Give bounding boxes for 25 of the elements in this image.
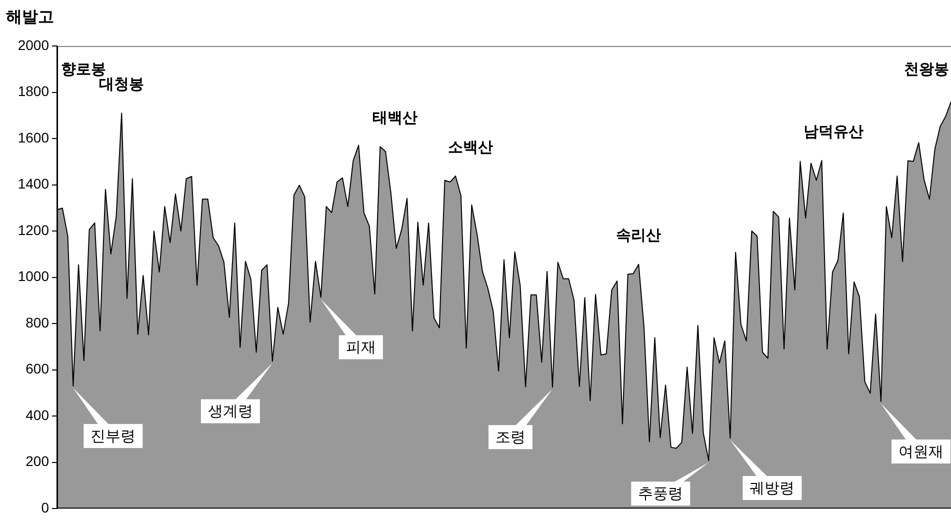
annotation: 피재	[346, 338, 376, 356]
annotation: 태백산	[372, 108, 418, 127]
y-tick-label: 600	[26, 360, 50, 377]
annotation: 남덕유산	[804, 122, 864, 140]
y-tick-label: 800	[26, 314, 50, 330]
y-tick-label: 1800	[18, 83, 50, 100]
annotation: 추풍령	[638, 484, 684, 502]
annotation: 속리산	[616, 226, 662, 244]
annotation: 여원재	[898, 442, 944, 460]
y-axis-title: 해발고	[6, 7, 54, 26]
annotation: 향로봉	[61, 60, 106, 78]
y-tick-label: 0	[41, 499, 50, 516]
y-tick-label: 1600	[18, 129, 50, 146]
y-tick-label: 1200	[18, 222, 50, 238]
annotation: 천왕봉	[904, 60, 949, 78]
annotation: 생계령	[208, 402, 253, 420]
annotation: 소백산	[448, 138, 494, 156]
y-tick-label: 200	[26, 453, 50, 470]
annotation: 조령	[495, 428, 526, 446]
y-tick-label: 1400	[18, 176, 50, 192]
annotation: 궤방령	[750, 478, 795, 497]
y-tick-label: 400	[26, 406, 50, 423]
y-tick-label: 2000	[18, 36, 50, 53]
y-tick-label: 1000	[18, 268, 50, 284]
annotation: 진부령	[90, 426, 136, 445]
